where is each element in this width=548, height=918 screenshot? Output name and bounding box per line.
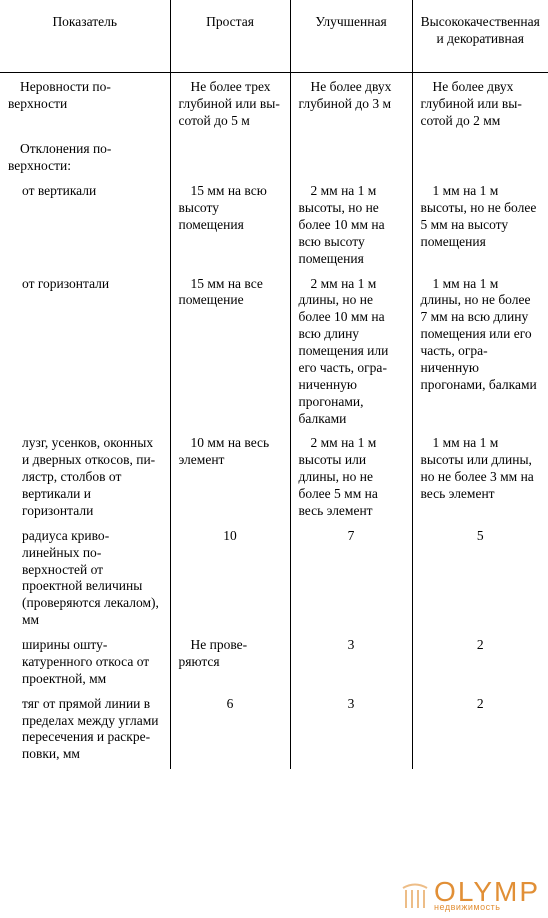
cell-simple [170, 135, 290, 181]
cell-high_quality: 1 мм на 1 м длины, но не более 7 мм на в… [412, 274, 548, 434]
standards-table: Показатель Простая Улучшенная Высококаче… [0, 0, 548, 769]
watermark-subtext: недвижимость [434, 902, 500, 912]
cell-indicator: Отклонения по­верхности: [0, 135, 170, 181]
table-row: Отклонения по­верхности: [0, 135, 548, 181]
table-row: лузг, усенков, оконных и двер­ных откосо… [0, 433, 548, 525]
watermark-text: OLYMP [434, 879, 540, 904]
cell-improved: 2 мм на 1 м длины, но не более 10 мм на … [290, 274, 412, 434]
header-simple: Простая [170, 0, 290, 72]
cell-high_quality: Не более двух глуби­ной или вы­сотой до … [412, 72, 548, 135]
cell-simple: 10 мм на весь эле­мент [170, 433, 290, 525]
cell-high_quality: 1 мм на 1 м высоты, но не более 5 мм на … [412, 181, 548, 273]
cell-improved: 7 [290, 526, 412, 635]
table-row: Неровности по­верхностиНе более трех глу… [0, 72, 548, 135]
cell-indicator: от вертикали [0, 181, 170, 273]
cell-indicator: лузг, усенков, оконных и двер­ных откосо… [0, 433, 170, 525]
header-high-quality: Высококаче­ственная и декоратив­ная [412, 0, 548, 72]
cell-improved: 3 [290, 694, 412, 770]
watermark: OLYMP недвижимость [400, 879, 540, 912]
cell-simple: 15 мм на всю высоту помещения [170, 181, 290, 273]
cell-high_quality: 1 мм на 1 м высоты или длины, но не боле… [412, 433, 548, 525]
cell-simple: Не более трех глуби­ной или вы­сотой до … [170, 72, 290, 135]
cell-improved: 3 [290, 635, 412, 694]
cell-simple: 15 мм на все помеще­ние [170, 274, 290, 434]
cell-improved: Не более двух глуби­ной до 3 м [290, 72, 412, 135]
cell-simple: 6 [170, 694, 290, 770]
table-row: тяг от прямой линии в преде­лах между уг… [0, 694, 548, 770]
cell-indicator: Неровности по­верхности [0, 72, 170, 135]
cell-high_quality: 2 [412, 635, 548, 694]
cell-indicator: от горизонтали [0, 274, 170, 434]
table-header-row: Показатель Простая Улучшенная Высококаче… [0, 0, 548, 72]
table-row: ширины ошту­катуренного от­коса от проек… [0, 635, 548, 694]
header-improved: Улучшенная [290, 0, 412, 72]
table-row: радиуса криво­линейных по­верхностей от … [0, 526, 548, 635]
header-indicator: Показатель [0, 0, 170, 72]
cell-improved: 2 мм на 1 м высоты, но не более 10 мм на… [290, 181, 412, 273]
table-body: Неровности по­верхностиНе более трех глу… [0, 72, 548, 769]
column-icon [400, 880, 430, 910]
cell-improved [290, 135, 412, 181]
cell-high_quality: 5 [412, 526, 548, 635]
cell-high_quality [412, 135, 548, 181]
cell-simple: Не прове­ряются [170, 635, 290, 694]
cell-indicator: ширины ошту­катуренного от­коса от проек… [0, 635, 170, 694]
cell-high_quality: 2 [412, 694, 548, 770]
table-row: от горизонтали15 мм на все помеще­ние2 м… [0, 274, 548, 434]
table-row: от вертикали15 мм на всю высоту помещени… [0, 181, 548, 273]
cell-improved: 2 мм на 1 м высоты или длины, но не боле… [290, 433, 412, 525]
cell-simple: 10 [170, 526, 290, 635]
cell-indicator: радиуса криво­линейных по­верхностей от … [0, 526, 170, 635]
cell-indicator: тяг от прямой линии в преде­лах между уг… [0, 694, 170, 770]
